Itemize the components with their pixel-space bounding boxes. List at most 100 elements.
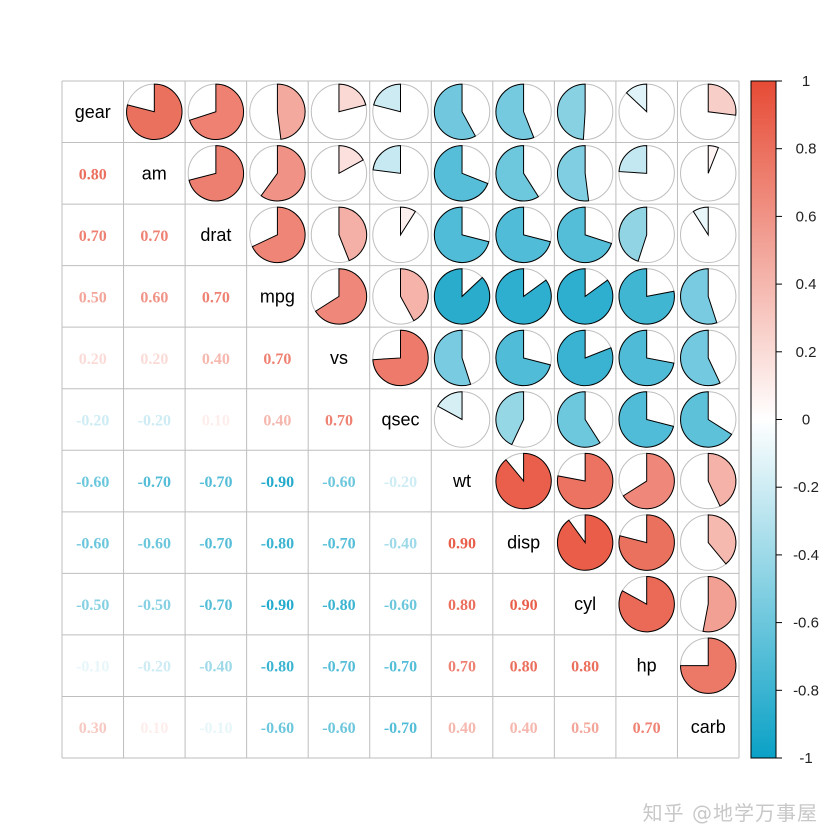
colorbar-tick-label: 0.2 xyxy=(796,344,817,361)
correlation-value: -0.70 xyxy=(199,474,232,491)
correlation-value: 0.70 xyxy=(325,413,353,430)
correlation-value: -0.70 xyxy=(199,536,232,553)
colorbar-tick-label: 0.6 xyxy=(796,208,817,225)
correlation-pie xyxy=(618,268,675,325)
correlation-value: 0.10 xyxy=(202,413,230,430)
correlation-pie xyxy=(495,83,552,140)
correlation-value: -0.60 xyxy=(261,720,294,737)
correlation-pie xyxy=(556,452,614,510)
colorbar-tick-label: -0.8 xyxy=(793,682,819,699)
correlation-value: -0.70 xyxy=(199,597,232,614)
correlation-pie xyxy=(310,268,368,325)
correlation-pie xyxy=(495,452,552,510)
correlation-value: 0.90 xyxy=(510,597,538,614)
correlation-value: 0.70 xyxy=(633,720,661,737)
correlation-pie xyxy=(249,83,306,140)
correlation-pie xyxy=(372,268,429,325)
correlation-pie xyxy=(187,145,245,202)
correlation-value: -0.10 xyxy=(76,659,109,676)
correlation-pie xyxy=(372,329,429,387)
correlation-pie xyxy=(618,145,675,202)
correlation-pie xyxy=(680,329,737,387)
correlation-value: 0.50 xyxy=(79,289,107,306)
correlation-value: 0.80 xyxy=(571,659,599,676)
correlation-pie xyxy=(618,514,675,571)
correlation-value: 0.40 xyxy=(510,720,538,737)
correlation-pie xyxy=(556,329,614,387)
colorbar-tick-label: -0.6 xyxy=(793,615,819,632)
correlation-pie xyxy=(618,391,675,448)
correlation-pie xyxy=(310,83,368,140)
correlation-value: -0.80 xyxy=(261,659,294,676)
correlation-value: 0.40 xyxy=(202,351,230,368)
correlation-value: -0.20 xyxy=(76,413,109,430)
variable-label-drat: drat xyxy=(200,225,231,245)
correlation-pie xyxy=(680,637,737,694)
correlation-pie xyxy=(680,575,737,633)
correlation-pie xyxy=(680,514,737,571)
correlation-pie xyxy=(618,206,675,264)
correlation-pie xyxy=(680,83,737,140)
correlation-value: -0.70 xyxy=(138,474,171,491)
correlation-pie xyxy=(433,206,491,264)
correlation-value: -0.70 xyxy=(384,720,417,737)
correlation-value: 0.50 xyxy=(571,720,599,737)
correlation-value: -0.20 xyxy=(384,474,417,491)
correlation-pie xyxy=(556,391,614,448)
variable-label-hp: hp xyxy=(637,656,657,676)
correlation-value: 0.80 xyxy=(510,659,538,676)
correlation-value: -0.80 xyxy=(322,597,355,614)
correlation-value: 0.20 xyxy=(140,351,168,368)
colorbar-tick-label: 0 xyxy=(802,412,810,429)
correlation-value: 0.40 xyxy=(448,720,476,737)
correlation-pie xyxy=(680,391,737,448)
colorbar-gradient xyxy=(750,80,777,759)
correlation-value: -0.10 xyxy=(199,720,232,737)
correlation-pie xyxy=(372,83,429,140)
correlation-value: 0.60 xyxy=(140,289,168,306)
correlation-value: 0.70 xyxy=(140,228,168,245)
correlation-value: -0.70 xyxy=(322,536,355,553)
correlation-value: -0.50 xyxy=(138,597,171,614)
correlation-pie xyxy=(618,329,675,387)
correlation-pie xyxy=(433,83,491,140)
correlation-pie xyxy=(680,206,737,264)
variable-label-cyl: cyl xyxy=(574,594,596,614)
correlation-pie xyxy=(680,452,737,510)
colorbar-tick-label: 1 xyxy=(802,73,810,90)
variable-label-disp: disp xyxy=(507,533,540,553)
correlation-value: 0.70 xyxy=(263,351,291,368)
correlation-value: -0.90 xyxy=(261,597,294,614)
correlation-pie xyxy=(433,145,491,202)
correlation-pie xyxy=(310,145,368,202)
correlation-value: -0.40 xyxy=(199,659,232,676)
correlation-pie xyxy=(618,83,675,140)
correlation-value: 0.70 xyxy=(202,289,230,306)
variable-label-qsec: qsec xyxy=(381,410,419,430)
correlation-value: -0.20 xyxy=(138,413,171,430)
correlation-value: 0.40 xyxy=(263,413,291,430)
correlation-value: -0.90 xyxy=(261,474,294,491)
correlation-value: 0.20 xyxy=(79,351,107,368)
correlation-pie xyxy=(495,329,552,387)
correlation-pie xyxy=(187,83,245,140)
correlation-pie xyxy=(433,329,491,387)
correlation-value: -0.60 xyxy=(76,536,109,553)
correlation-pie xyxy=(126,83,183,140)
variable-label-gear: gear xyxy=(75,102,111,122)
correlation-value: -0.60 xyxy=(76,474,109,491)
correlation-pie xyxy=(433,268,491,325)
watermark-text: 知乎 @地学万事屋 xyxy=(642,801,818,825)
variable-label-vs: vs xyxy=(330,348,348,368)
correlation-pie xyxy=(556,268,614,325)
correlation-value: 0.80 xyxy=(448,597,476,614)
variable-label-am: am xyxy=(142,163,167,183)
correlation-value: -0.60 xyxy=(322,720,355,737)
colorbar-tick-label: 0.8 xyxy=(796,141,817,158)
correlation-value: 0.80 xyxy=(79,166,107,183)
matrix-cells: gear 0.80 am 0.70 0.70 drat 0.50 0.60 0.70 mpg 0.2… xyxy=(75,83,737,737)
correlation-value: -0.50 xyxy=(76,597,109,614)
correlation-value: -0.60 xyxy=(322,474,355,491)
correlation-pie xyxy=(433,391,491,448)
